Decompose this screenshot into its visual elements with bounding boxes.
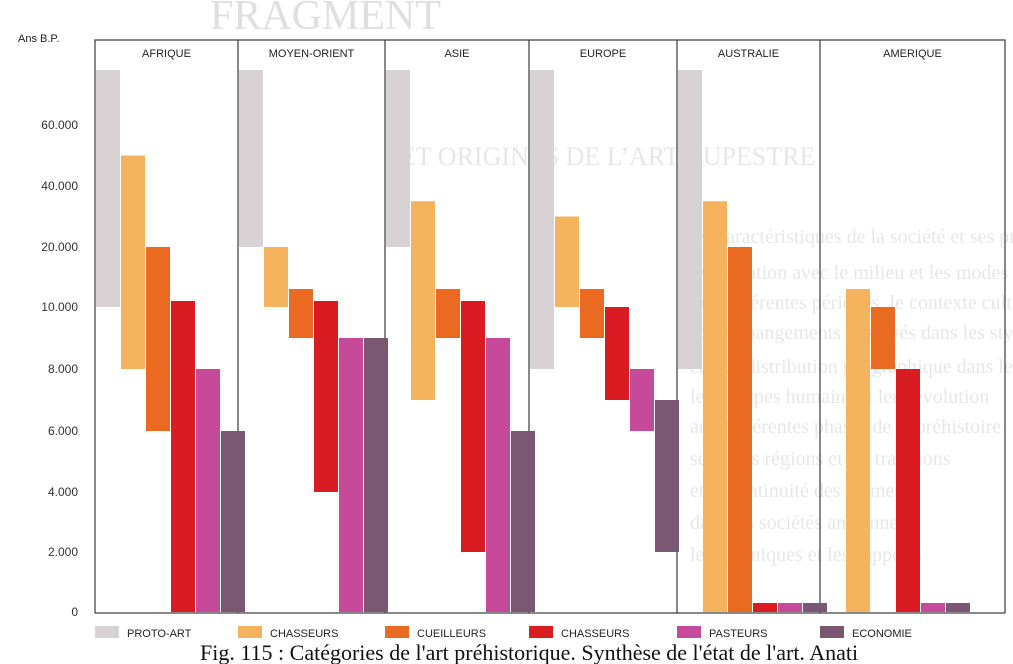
bar-economie-asie: [511, 431, 535, 612]
plot-frame: [94, 39, 1006, 614]
y-tick-label: 60.000: [41, 118, 78, 132]
region-label: AMERIQUE: [883, 48, 942, 60]
figure-caption: Fig. 115 : Catégories de l'art préhistor…: [200, 640, 859, 664]
bar-economie-afrique: [221, 431, 245, 612]
background-text-line: aux différentes phases de la préhistoire: [690, 416, 1002, 438]
bar-chasseurs-australie: [703, 201, 727, 612]
legend-label: PASTEURS: [709, 628, 767, 640]
legend-swatch: [820, 626, 844, 638]
region-label: ASIE: [444, 48, 469, 60]
y-tick-label: 2.000: [48, 545, 78, 559]
legend-swatch: [95, 626, 119, 638]
background-text-line: les caractéristiques de la société et se…: [690, 226, 1013, 248]
bar-proto-art-europe: [530, 70, 554, 369]
y-tick-label: 0: [71, 605, 78, 619]
bar-chasseurs-europe: [555, 216, 579, 307]
y-tick-label: 6.000: [48, 424, 78, 438]
legend-label: PROTO-ART: [127, 628, 192, 640]
legend-label: ECONOMIE: [852, 628, 912, 640]
bar-proto-art-moyen-orient: [239, 70, 263, 247]
y-tick-label: 20.000: [41, 240, 78, 254]
bar-economie-amerique: [946, 603, 970, 612]
bar-pasteurs-amerique: [921, 603, 945, 612]
bar-chasseurs-moyen-orient: [264, 247, 288, 307]
background-text-line: FRAGMENT: [210, 0, 442, 39]
bar-cueilleurs-afrique: [146, 247, 170, 431]
legend-swatch: [529, 626, 553, 638]
bar-cueilleurs-europe: [580, 289, 604, 338]
bar-cueilleurs-australie: [728, 247, 752, 612]
region-label: MOYEN-ORIENT: [269, 48, 355, 60]
background-text-line: leur relation avec le milieu et les mode…: [690, 262, 1013, 284]
bar-chasseurs-amerique: [846, 289, 870, 612]
y-tick-label: 10.000: [41, 300, 78, 314]
bar-chasseurs-amerique: [896, 369, 920, 612]
bar-chasseurs-australie: [753, 603, 777, 612]
y-tick-label: 4.000: [48, 485, 78, 499]
bar-economie-moyen-orient: [364, 338, 388, 612]
region-label: AFRIQUE: [142, 48, 191, 60]
region-label: AUSTRALIE: [718, 48, 779, 60]
bar-economie-australie: [803, 603, 827, 612]
bar-chasseurs-afrique: [121, 155, 145, 369]
legend-swatch: [238, 626, 262, 638]
bar-economie-europe: [655, 400, 679, 552]
bar-pasteurs-australie: [778, 603, 802, 612]
legend-swatch: [385, 626, 409, 638]
bar-pasteurs-moyen-orient: [339, 338, 363, 612]
legend-label: CHASSEURS: [561, 628, 629, 640]
bar-pasteurs-europe: [630, 369, 654, 431]
bar-proto-art-asie: [386, 70, 410, 247]
background-text-line: ET ORIGINES DE L’ART RUPESTRE: [400, 142, 816, 171]
bar-cueilleurs-moyen-orient: [289, 289, 313, 338]
bar-chasseurs-asie: [461, 301, 485, 552]
legend-label: CHASSEURS: [270, 628, 338, 640]
legend-label: CUEILLEURS: [417, 628, 486, 640]
bar-cueilleurs-asie: [436, 289, 460, 338]
bar-chasseurs-afrique: [171, 301, 195, 612]
bar-cueilleurs-amerique: [871, 307, 895, 369]
bar-chasseurs-moyen-orient: [314, 301, 338, 492]
bar-proto-art-afrique: [96, 70, 120, 307]
bar-pasteurs-afrique: [196, 369, 220, 612]
region-label: EUROPE: [580, 48, 626, 60]
legend-swatch: [677, 626, 701, 638]
y-axis-label: Ans B.P.: [18, 33, 59, 45]
bar-proto-art-australie: [678, 70, 702, 369]
bar-chasseurs-asie: [411, 201, 435, 400]
y-tick-label: 40.000: [41, 179, 78, 193]
bar-chasseurs-europe: [605, 307, 629, 400]
bar-pasteurs-asie: [486, 338, 510, 612]
y-tick-label: 8.000: [48, 362, 78, 376]
